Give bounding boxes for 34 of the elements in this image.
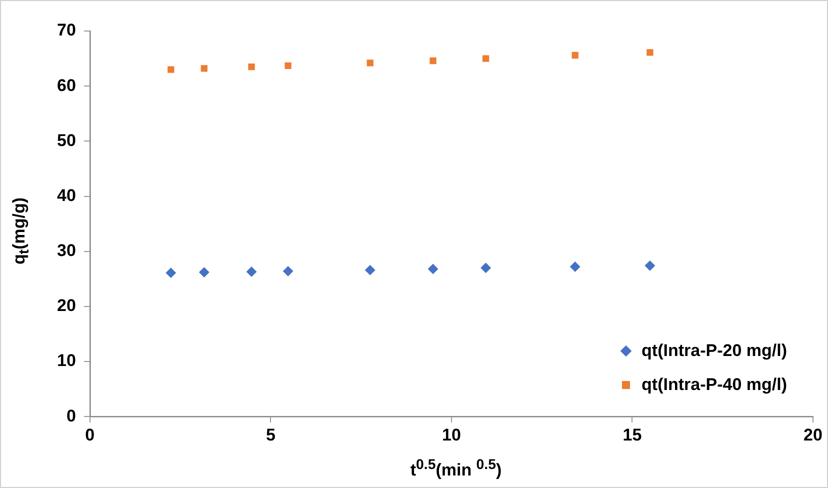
point	[166, 268, 176, 278]
x-tick-label: 10	[442, 425, 461, 444]
x-tick-label: 5	[266, 425, 276, 444]
y-tick-label: 70	[56, 20, 76, 40]
point	[480, 262, 491, 273]
y-tick-label: 10	[56, 351, 76, 370]
point	[365, 265, 376, 276]
point	[572, 52, 578, 59]
legend-label: qt(Intra-P-40 mg/l)	[642, 375, 787, 395]
x-tick-label: 0	[85, 425, 95, 444]
point	[283, 266, 294, 276]
y-tick-label: 0	[66, 406, 76, 426]
point	[168, 66, 174, 73]
y-tick-label: 40	[56, 186, 76, 205]
point	[430, 57, 436, 64]
point	[284, 62, 292, 70]
point	[200, 65, 208, 72]
x-tick-label: 20	[804, 425, 822, 444]
point	[646, 49, 654, 56]
y-tick-label: 50	[56, 130, 76, 150]
point	[482, 55, 490, 62]
point	[644, 260, 655, 271]
x-tick-label: 15	[622, 425, 642, 444]
point	[199, 267, 210, 278]
point	[570, 262, 580, 272]
point	[428, 264, 438, 274]
point	[246, 266, 257, 277]
point	[248, 63, 255, 70]
y-tick-label: 20	[56, 296, 76, 316]
point	[366, 60, 374, 66]
legend-label: qt(Intra-P-20 mg/l)	[642, 341, 787, 361]
y-tick-label: 60	[56, 76, 76, 95]
y-tick-label: 30	[56, 241, 76, 260]
x-axis-title: t$^{0.5}$(min $^{0.5}$)	[410, 457, 502, 481]
